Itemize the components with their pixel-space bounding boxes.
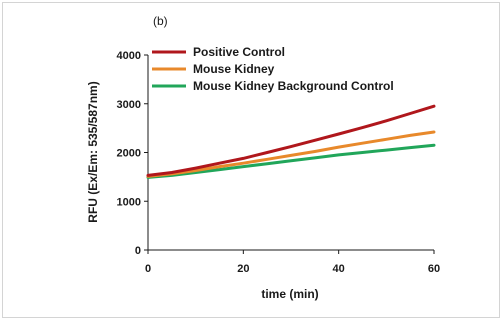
x-ticks: 0 20 40 60 [145,250,440,275]
series-line-positive-control [146,104,436,177]
x-axis-label: time (min) [261,287,318,301]
x-tick-label: 40 [333,263,345,275]
legend-label: Mouse Kidney Background Control [193,79,394,93]
legend-label: Positive Control [193,45,285,59]
y-tick-label: 4000 [117,50,141,62]
y-tick-label: 3000 [117,99,141,111]
y-ticks: 0 1000 2000 3000 4000 [117,50,148,257]
panel-label: (b) [153,14,168,28]
x-tick-label: 20 [237,263,249,275]
y-tick-label: 2000 [117,148,141,160]
y-tick-label: 0 [135,245,141,257]
x-tick-label: 0 [145,263,151,275]
legend: Positive Control Mouse Kidney Mouse Kidney… [152,45,394,93]
chart-frame [2,2,500,318]
series-line-mouse-kidney [146,130,436,178]
series-lines [146,104,436,179]
y-tick-label: 1000 [117,196,141,208]
series-line-mouse-kidney-background-control [146,143,436,179]
y-axis-label: RFU (Ex/Em: 535/587nm) [86,81,100,222]
legend-label: Mouse Kidney [193,62,275,76]
x-tick-label: 60 [428,263,440,275]
